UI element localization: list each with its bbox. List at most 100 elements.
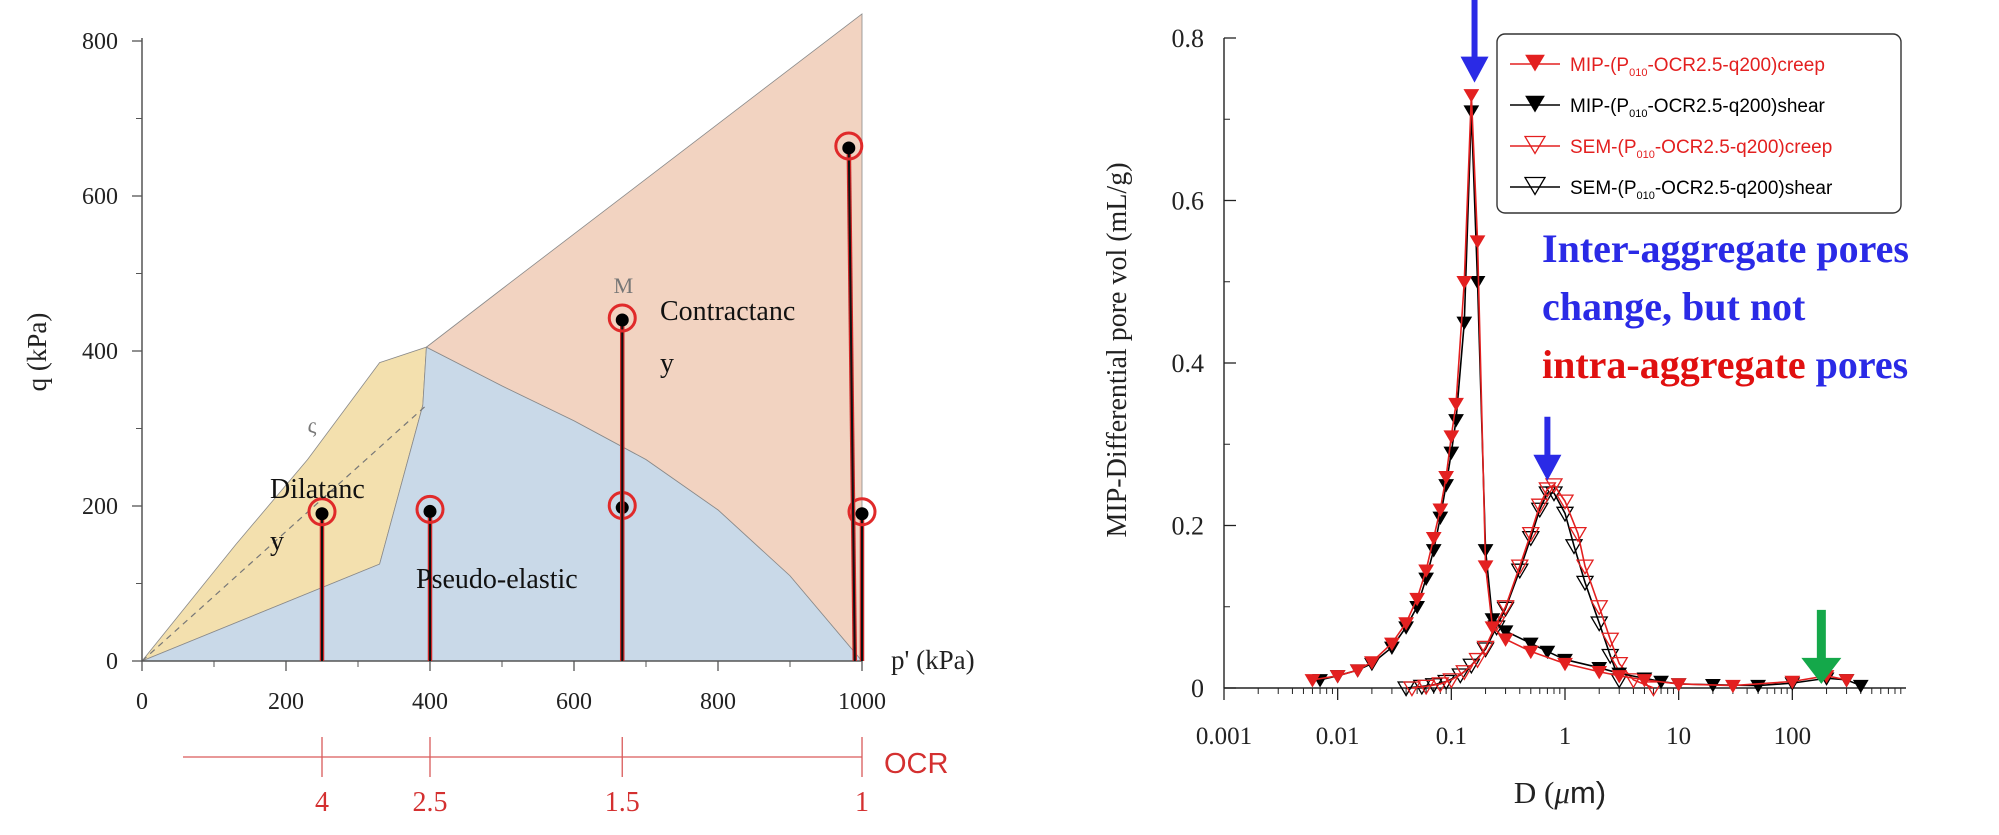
x-tick-label: 0.01 (1316, 723, 1360, 750)
left-x-axis-label: p' (kPa) (891, 645, 975, 675)
arrow-head-1 (1533, 454, 1562, 481)
annotation-segment: pores (1806, 226, 1909, 271)
legend-text: MIP-(P (1570, 55, 1629, 76)
data-point (1468, 652, 1487, 669)
data-point (1522, 645, 1539, 660)
region-2 (425, 13, 863, 663)
y-tick-label: 0.6 (1172, 187, 1205, 216)
data-point (1725, 679, 1741, 694)
data-point (1349, 664, 1366, 678)
data-point (1521, 526, 1540, 543)
end-point-1 (423, 504, 437, 518)
annotation-segment: change, but not (1542, 284, 1806, 329)
legend-text: SEM-(P (1570, 137, 1637, 158)
data-point (1436, 674, 1456, 691)
ocr-tick-label: 1 (855, 787, 869, 818)
data-point (1364, 656, 1380, 670)
x-tick-label: 400 (412, 689, 448, 715)
legend-sub: 010 (1629, 67, 1647, 79)
left-ticks: 0 200 400 600 800 1000 0 200 400 600 800 (82, 29, 886, 715)
data-point (1852, 679, 1869, 694)
data-point (1484, 613, 1501, 627)
data-point (1496, 600, 1515, 616)
data-point (1416, 679, 1436, 696)
data-point (1402, 681, 1422, 697)
region-labels: Dilatanc y Pseudo-elastic Contractanc y (270, 296, 795, 595)
data-point (1539, 645, 1556, 660)
legend-text: SEM-(P (1570, 178, 1637, 199)
ocr-axis: OCR 4 2.5 1.5 1 (183, 737, 948, 818)
data-point (1636, 674, 1653, 688)
y-tick-label: 0 (1191, 674, 1204, 703)
data-point (1497, 633, 1514, 647)
x-tick-label: 100 (1774, 723, 1812, 750)
annotation-segment: Inter-aggregate (1542, 226, 1806, 271)
data-point (1544, 486, 1564, 502)
legend-text: -OCR2.5-q200)shear (1655, 178, 1833, 199)
critical-state-dashed-line (141, 404, 427, 662)
data-point (1575, 559, 1595, 576)
data-point (1591, 666, 1608, 680)
stress-path-chart: Mς 0 200 400 600 800 1000 0 200 400 600 800 q (kPa… (22, 13, 975, 818)
data-point (1432, 503, 1449, 517)
right-y-axis-label: MIP-Differential pore vol (mL/g) (1102, 162, 1133, 537)
x-tick-label: 800 (700, 689, 736, 715)
data-point (1510, 559, 1529, 576)
data-point (1497, 625, 1514, 639)
data-point (1838, 674, 1855, 688)
csl-label: M (614, 273, 634, 298)
arrow-head-0 (1460, 56, 1489, 83)
data-point (1530, 498, 1549, 515)
x-tick-label: 0 (136, 689, 148, 715)
data-point (1564, 539, 1584, 555)
end-point-0 (315, 507, 329, 521)
ocr-axis-label: OCR (884, 748, 948, 780)
data-point (1438, 471, 1455, 485)
legend-label-3: SEM-(P010-OCR2.5-q200)shear (1570, 178, 1833, 202)
legend-label-2: SEM-(P010-OCR2.5-q200)creep (1570, 137, 1832, 161)
region-label-2: Contractanc (660, 296, 795, 327)
data-point (1329, 670, 1346, 684)
y-tick-label: 0 (106, 649, 118, 675)
annotation-line-0: Inter-aggregate pores (1542, 226, 1909, 271)
annotation-line-2: intra-aggregate pores (1542, 342, 1908, 387)
x-tick-label: 200 (268, 689, 304, 715)
region-label-2: y (660, 348, 674, 379)
data-point (1476, 640, 1495, 657)
data-point (1418, 564, 1434, 578)
legend-marker-0 (1525, 54, 1545, 72)
end-point-5 (842, 141, 856, 155)
region-label-1: Pseudo-elastic (416, 564, 578, 595)
data-point (1442, 673, 1461, 689)
data-point (1590, 600, 1609, 616)
y-tick-label: 0.8 (1172, 24, 1205, 53)
arrow-head-2 (1801, 657, 1842, 684)
data-point (1544, 478, 1564, 494)
data-point (1463, 89, 1480, 103)
right-ticks: 0.001 0.01 0.1 1 10 100 0 0.2 0.4 0.6 0.8 (1172, 24, 1902, 750)
end-circle-5 (834, 131, 864, 161)
legend-text: -OCR2.5-q200)creep (1655, 137, 1832, 158)
data-point (1555, 494, 1575, 511)
legend-sub: 010 (1629, 108, 1647, 120)
ocr-tick-label: 1.5 (605, 787, 640, 818)
state-regions (140, 13, 863, 663)
legend-label-1: MIP-(P010-OCR2.5-q200)shear (1570, 96, 1826, 120)
x-tick-label: 600 (556, 689, 592, 715)
data-point (1431, 677, 1450, 693)
region-label-0: y (270, 526, 284, 557)
data-point (1384, 637, 1400, 651)
x-tick-label: 0.001 (1196, 723, 1252, 750)
data-point (1469, 235, 1486, 249)
data-point (1555, 506, 1575, 523)
data-point (1601, 632, 1620, 649)
end-point-3 (615, 313, 629, 327)
legend-marker-1 (1525, 95, 1545, 113)
y-tick-label: 600 (82, 184, 118, 210)
data-point (1469, 276, 1486, 290)
end-circle-1 (415, 494, 445, 524)
y-tick-label: 800 (82, 29, 118, 55)
x-label-part: m) (1570, 775, 1606, 810)
